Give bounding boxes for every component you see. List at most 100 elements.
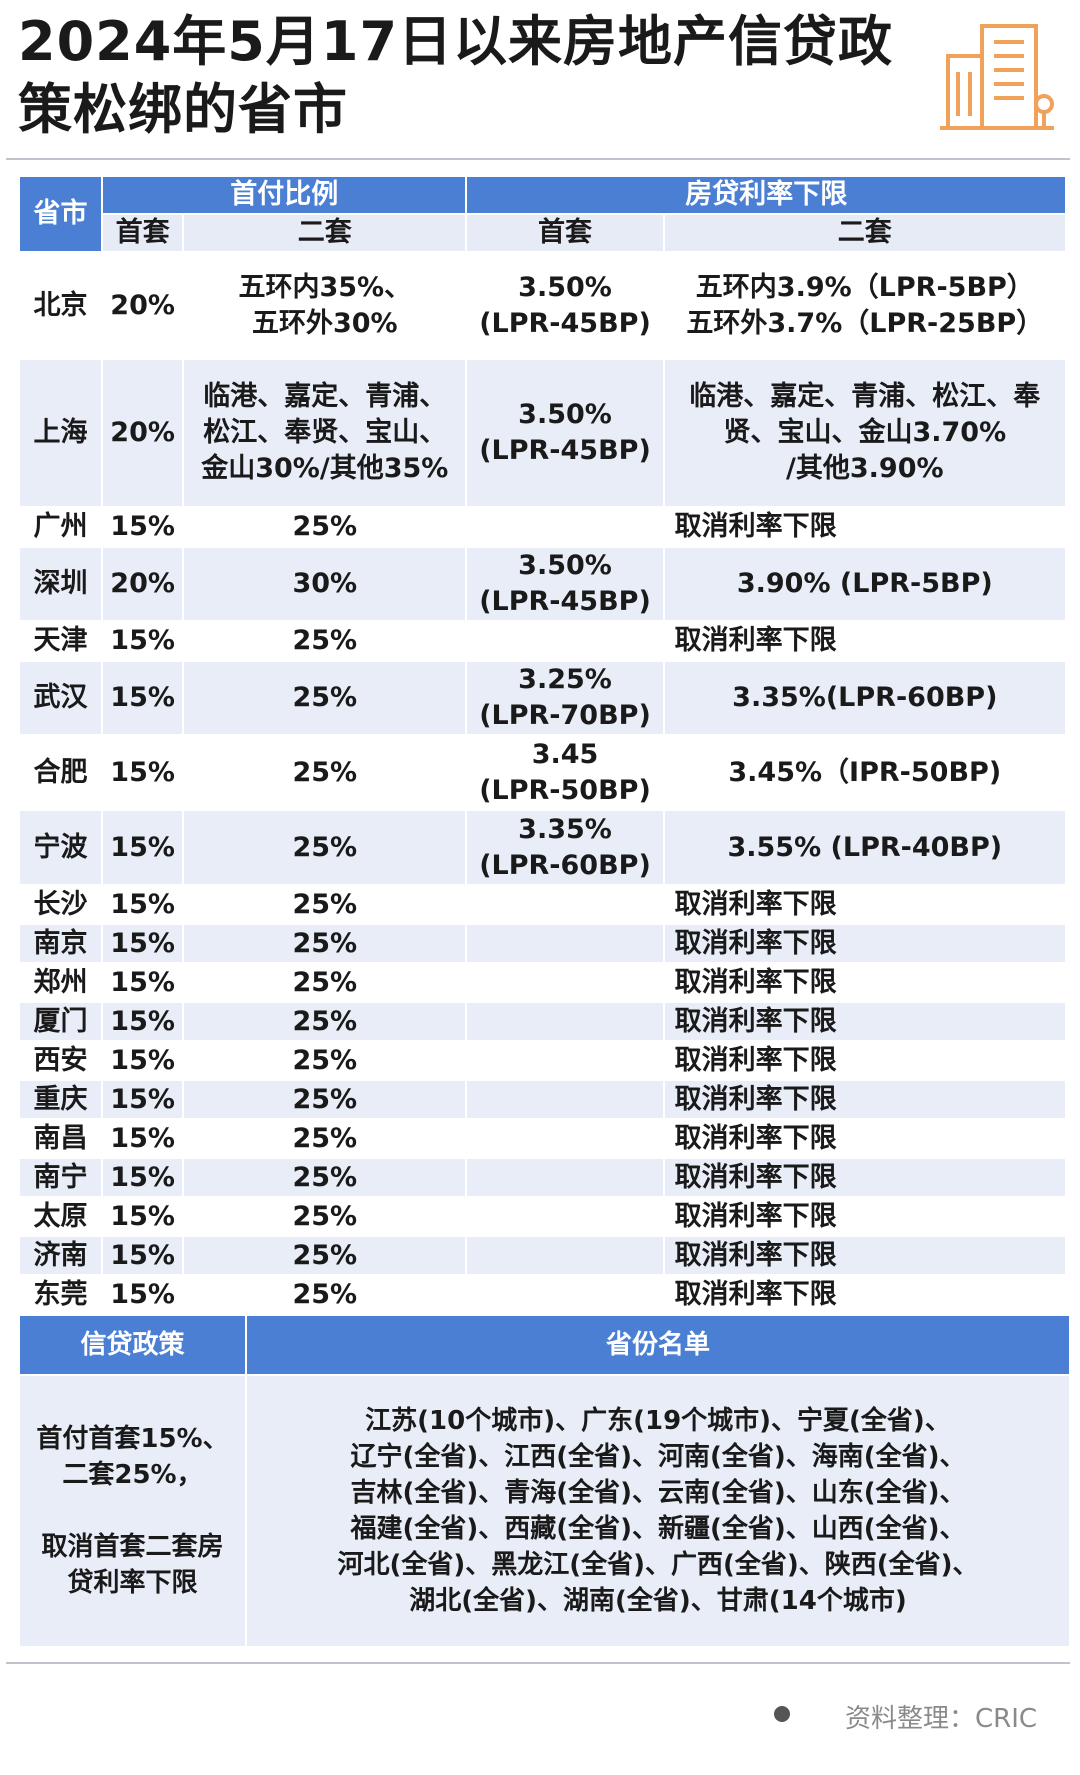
- down-payment-cell: 25%: [292, 1044, 358, 1076]
- table-row: 太原 15% 25% 取消利率下限: [20, 1198, 1065, 1235]
- down-payment-cell: 25%: [292, 625, 358, 656]
- empty-cell: [467, 925, 663, 962]
- table-row: 重庆 15% 25% 取消利率下限: [20, 1081, 1065, 1118]
- down-payment-cell: 15%: [103, 1081, 183, 1118]
- source: 资料整理：CRIC: [845, 1704, 1038, 1734]
- rate-cell: 3.45%（IPR-50BP): [728, 756, 1002, 788]
- down-payment-cell: 25%: [184, 1237, 466, 1274]
- rate-cell: 3.45 (LPR-50BP): [479, 738, 651, 806]
- table-row: 南京 15% 25% 取消利率下限: [20, 925, 1065, 962]
- table-row: 长沙 15% 25% 取消利率下限: [20, 886, 1065, 923]
- table-row: 广州 15% 25% 取消利率下限: [20, 508, 1065, 546]
- header-cell: 省份名单: [247, 1316, 1069, 1374]
- rate-note-cell: 取消利率下限: [674, 966, 837, 998]
- table-row: 厦门 15% 25% 取消利率下限: [20, 1003, 1065, 1040]
- empty-cell: [467, 1237, 663, 1274]
- table-row: 上海 20% 临港、嘉定、青浦、 松江、奉贤、宝山、 金山30%/其他35% 3.50…: [20, 360, 1065, 506]
- rate-cell: 3.55% (LPR-40BP): [664, 811, 1065, 884]
- down-payment-cell: 15%: [103, 1159, 183, 1196]
- table-row: 深圳 20% 30% 3.50% (LPR-45BP) 3.90% (LPR-5BP): [20, 548, 1065, 620]
- down-payment-cell: 20%: [103, 360, 183, 506]
- header-cell: 二套: [664, 215, 1065, 251]
- rate-cell: 3.35% (LPR-60BP): [467, 811, 663, 884]
- rate-note-cell: 取消利率下限: [664, 1237, 1065, 1274]
- city-cell: 南京: [20, 925, 102, 962]
- down-payment-cell: 25%: [292, 888, 358, 920]
- city-cell: 北京: [33, 289, 88, 321]
- header-cell: 省市: [20, 177, 102, 251]
- empty-cell: [467, 1081, 663, 1118]
- empty-cell: [467, 1276, 662, 1313]
- down-payment-cell: 15%: [103, 662, 183, 734]
- down-payment-cell: 15%: [103, 1003, 183, 1040]
- down-payment-cell: 30%: [184, 548, 466, 620]
- city-cell: 宁波: [20, 811, 102, 884]
- down-payment-cell: 25%: [292, 966, 358, 998]
- empty-cell: [467, 964, 662, 1001]
- down-payment-cell: 15%: [103, 925, 183, 962]
- city-cell: 郑州: [33, 966, 88, 998]
- rate-note-cell: 取消利率下限: [674, 1122, 837, 1154]
- down-payment-cell: 25%: [184, 811, 466, 884]
- empty-cell: [467, 1003, 663, 1040]
- rate-cell: 3.90% (LPR-5BP): [664, 548, 1065, 620]
- down-payment-cell: 25%: [292, 1278, 358, 1310]
- empty-cell: [467, 1198, 662, 1235]
- table-row: 南昌 15% 25% 取消利率下限: [20, 1120, 1065, 1157]
- empty-cell: [467, 508, 662, 546]
- city-cell: 济南: [20, 1237, 102, 1274]
- bullet: [774, 1706, 790, 1722]
- down-payment-cell: 15%: [110, 1200, 175, 1232]
- down-payment-cell: 15%: [110, 966, 175, 998]
- rate-note-cell: 取消利率下限: [674, 1278, 837, 1310]
- city-cell: 合肥: [33, 756, 88, 788]
- table-row: 合肥 15% 25% 3.45 (LPR-50BP) 3.45%（IPR-50BP): [20, 736, 1065, 809]
- rate-note-cell: 取消利率下限: [674, 511, 837, 542]
- down-payment-cell: 五环内35%、 五环外30%: [238, 271, 412, 339]
- city-cell: 南宁: [20, 1159, 102, 1196]
- city-cell: 天津: [33, 625, 88, 656]
- city-cell: 长沙: [33, 888, 88, 920]
- city-cell: 厦门: [20, 1003, 102, 1040]
- rate-note-cell: 取消利率下限: [664, 1081, 1065, 1118]
- down-payment-cell: 15%: [103, 1237, 183, 1274]
- rate-note-cell: 取消利率下限: [664, 1003, 1065, 1040]
- empty-cell: [467, 1042, 662, 1079]
- down-payment-cell: 15%: [110, 756, 175, 788]
- city-cell: 武汉: [20, 662, 102, 734]
- empty-cell: [467, 886, 662, 923]
- title: 2024年5月17日以来房地产信贷政策松绑的省市: [18, 10, 894, 141]
- table-row: 宁波 15% 25% 3.35% (LPR-60BP) 3.55% (LPR-40BP): [20, 811, 1065, 884]
- empty-cell: [467, 622, 662, 660]
- rate-note-cell: 取消利率下限: [674, 1044, 837, 1076]
- down-payment-cell: 20%: [110, 289, 175, 321]
- rate-cell: 临港、嘉定、青浦、松江、奉 贤、宝山、金山3.70% /其他3.90%: [664, 360, 1065, 506]
- table-row: 西安 15% 25% 取消利率下限: [20, 1042, 1065, 1079]
- rate-note-cell: 取消利率下限: [674, 1200, 837, 1232]
- rate-note-cell: 取消利率下限: [664, 925, 1065, 962]
- rate-note-cell: 取消利率下限: [674, 888, 837, 920]
- down-payment-cell: 25%: [184, 1159, 466, 1196]
- rate-note-cell: 取消利率下限: [664, 1159, 1065, 1196]
- down-payment-cell: 临港、嘉定、青浦、 松江、奉贤、宝山、 金山30%/其他35%: [184, 360, 466, 506]
- rate-cell: 3.50% (LPR-45BP): [467, 360, 663, 506]
- table-row: 郑州 15% 25% 取消利率下限: [20, 964, 1065, 1001]
- header-cell: 首套: [467, 215, 663, 251]
- city-cell: 广州: [33, 511, 88, 542]
- down-payment-cell: 15%: [110, 1122, 175, 1154]
- header-cell: 信贷政策: [20, 1316, 245, 1374]
- down-payment-cell: 25%: [184, 662, 466, 734]
- city-cell: 上海: [20, 360, 102, 506]
- rate-cell: 3.35%(LPR-60BP): [664, 662, 1065, 734]
- down-payment-cell: 25%: [292, 511, 358, 542]
- down-payment-cell: 25%: [184, 1003, 466, 1040]
- down-payment-cell: 25%: [292, 1200, 358, 1232]
- table-row: 天津 15% 25% 取消利率下限: [20, 622, 1065, 660]
- table-row: 武汉 15% 25% 3.25% (LPR-70BP) 3.35%(LPR-60BP): [20, 662, 1065, 734]
- rate-cell: 3.50% (LPR-45BP): [479, 271, 651, 339]
- city-cell: 东莞: [33, 1278, 88, 1310]
- table-row: 北京 20% 五环内35%、 五环外30% 3.50% (LPR-45BP) 五环内3.…: [20, 253, 1065, 358]
- rate-cell: 3.25% (LPR-70BP): [467, 662, 663, 734]
- down-payment-cell: 15%: [110, 888, 175, 920]
- down-payment-cell: 25%: [292, 1122, 358, 1154]
